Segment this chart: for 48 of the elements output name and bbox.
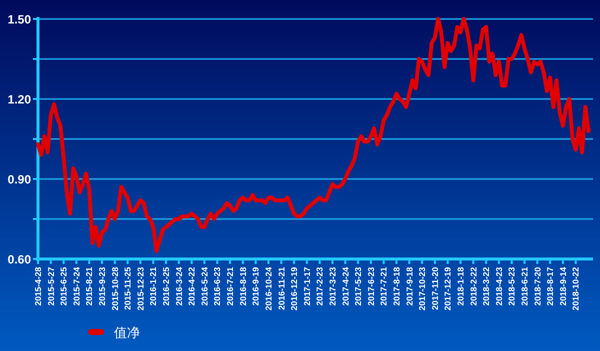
x-tick-label: 2018-4-23 <box>494 266 504 306</box>
x-tick-label: 2015-4-28 <box>33 266 43 306</box>
x-tick-label: 2017-6-23 <box>366 266 376 306</box>
y-tick-label: 1.20 <box>8 92 32 106</box>
x-tick-label: 2016-2-25 <box>161 266 172 306</box>
x-tick-label: 2018-2-22 <box>468 266 478 306</box>
x-tick-label: 2017-12-19 <box>442 266 453 310</box>
x-tick-label: 2016-1-21 <box>148 266 158 306</box>
y-tick-label: 0.60 <box>8 252 32 266</box>
x-tick-label: 2018-1-18 <box>455 266 466 306</box>
x-tick-label: 2017-10-23 <box>417 266 428 310</box>
x-tick-label: 2015-9-23 <box>97 266 108 306</box>
x-tick-label: 2015-8-21 <box>84 266 94 306</box>
x-tick-label: 2015-5-27 <box>46 266 56 306</box>
x-tick-label: 2017-11-20 <box>430 266 440 310</box>
x-tick-label: 2017-2-23 <box>314 266 325 306</box>
x-tick-label: 2017-1-17 <box>302 266 312 306</box>
x-tick-label: 2015-12-23 <box>135 266 146 310</box>
x-tick-label: 2016-10-24 <box>263 266 274 310</box>
x-tick-label: 2017-7-21 <box>378 266 389 306</box>
x-tick-label: 2016-12-19 <box>289 266 300 310</box>
x-tick-label: 2018-3-22 <box>481 266 492 306</box>
x-tick-label: 2018-8-17 <box>545 266 556 306</box>
legend-label: 值净 <box>114 325 140 340</box>
x-tick-label: 2016-8-18 <box>238 266 248 306</box>
x-tick-label: 2016-3-24 <box>174 266 184 306</box>
x-tick-label: 2017-9-18 <box>404 266 414 306</box>
x-tick-label: 2017-4-24 <box>340 266 350 306</box>
x-tick-label: 2016-4-22 <box>186 266 197 306</box>
x-tick-label: 2015-6-25 <box>58 266 69 306</box>
x-tick-label: 2017-5-23 <box>353 266 364 306</box>
x-tick-label: 2018-9-14 <box>558 266 568 306</box>
x-tick-label: 2016-6-23 <box>212 266 222 306</box>
x-tick-label: 2016-7-21 <box>225 266 236 306</box>
x-tick-label: 2018-5-23 <box>506 266 517 306</box>
y-tick-label: 0.90 <box>8 172 32 186</box>
x-tick-label: 2018-10-22 <box>570 266 581 310</box>
x-tick-label: 2016-11-21 <box>276 266 286 310</box>
x-tick-label: 2016-9-19 <box>250 266 261 306</box>
x-tick-label: 2015-7-24 <box>71 266 82 306</box>
x-tick-label: 2018-6-21 <box>520 266 530 306</box>
y-tick-label: 1.50 <box>8 12 32 26</box>
x-tick-label: 2015-11-25 <box>122 266 133 310</box>
x-tick-label: 2016-5-24 <box>199 266 210 306</box>
x-tick-label: 2017-3-23 <box>327 266 338 306</box>
x-tick-label: 2015-10-28 <box>110 266 120 310</box>
x-tick-label: 2017-8-18 <box>391 266 402 306</box>
x-tick-label: 2018-7-20 <box>532 266 542 306</box>
